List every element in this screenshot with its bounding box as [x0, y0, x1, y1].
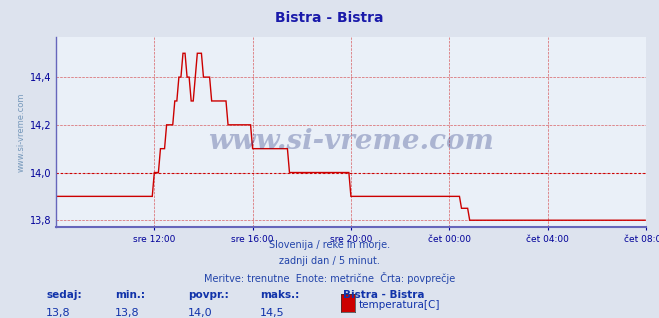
Text: zadnji dan / 5 minut.: zadnji dan / 5 minut.: [279, 256, 380, 266]
Text: Bistra - Bistra: Bistra - Bistra: [275, 11, 384, 25]
Text: min.:: min.:: [115, 290, 146, 300]
Text: www.si-vreme.com: www.si-vreme.com: [208, 128, 494, 155]
Text: temperatura[C]: temperatura[C]: [359, 300, 441, 310]
Text: povpr.:: povpr.:: [188, 290, 229, 300]
Text: Slovenija / reke in morje.: Slovenija / reke in morje.: [269, 240, 390, 250]
Text: 14,0: 14,0: [188, 308, 212, 318]
Text: 14,5: 14,5: [260, 308, 285, 318]
Text: 13,8: 13,8: [46, 308, 71, 318]
Text: maks.:: maks.:: [260, 290, 300, 300]
Text: sedaj:: sedaj:: [46, 290, 82, 300]
Text: 13,8: 13,8: [115, 308, 140, 318]
Text: Meritve: trenutne  Enote: metrične  Črta: povprečje: Meritve: trenutne Enote: metrične Črta: …: [204, 272, 455, 284]
Text: Bistra - Bistra: Bistra - Bistra: [343, 290, 424, 300]
Y-axis label: www.si-vreme.com: www.si-vreme.com: [16, 92, 25, 172]
